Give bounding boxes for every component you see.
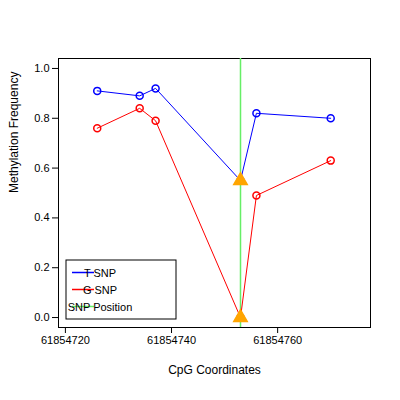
svg-text:SNP Position: SNP Position (68, 301, 133, 313)
svg-text:0.0: 0.0 (34, 311, 49, 323)
svg-text:61854720: 61854720 (41, 334, 90, 346)
svg-text:0.4: 0.4 (34, 211, 49, 223)
svg-text:Methylation Frequency: Methylation Frequency (7, 72, 21, 193)
svg-text:0.6: 0.6 (34, 162, 49, 174)
svg-text:61854760: 61854760 (253, 334, 302, 346)
svg-text:61854740: 61854740 (147, 334, 196, 346)
svg-text:1.0: 1.0 (34, 62, 49, 74)
svg-text:0.2: 0.2 (34, 261, 49, 273)
svg-text:T SNP: T SNP (84, 267, 116, 279)
svg-text:G SNP: G SNP (83, 284, 117, 296)
svg-text:CpG Coordinates: CpG Coordinates (168, 363, 261, 377)
svg-text:0.8: 0.8 (34, 112, 49, 124)
